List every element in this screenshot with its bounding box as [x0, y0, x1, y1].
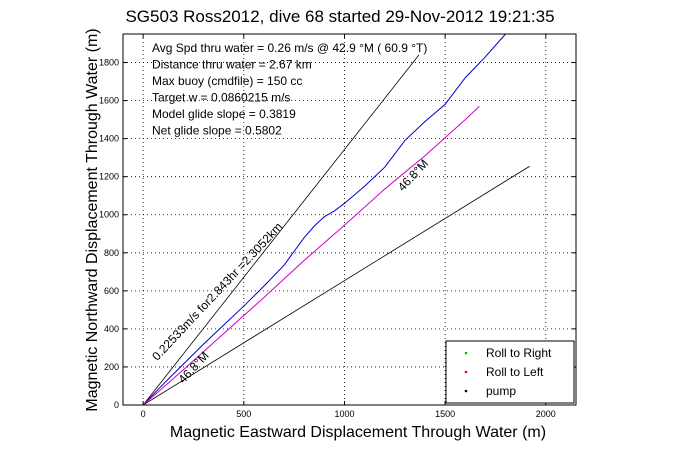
x-tick-label: 1500 [435, 409, 455, 419]
y-tick-label: 1600 [99, 96, 119, 106]
legend-marker [464, 370, 468, 374]
legend-marker [464, 389, 468, 393]
y-tick-label: 1200 [99, 172, 119, 182]
legend-marker [464, 351, 468, 355]
y-axis-label: Magnetic Northward Displacement Through … [84, 28, 101, 411]
legend-label: Roll to Left [486, 365, 544, 379]
series-line-1 [142, 105, 480, 406]
annotations: 0.22533m/s for2.843hr =2.3052km46.8°M46.… [149, 157, 431, 387]
x-tick-label: 1000 [334, 409, 354, 419]
info-line: Net glide slope = 0.5802 [152, 124, 282, 138]
x-ticks: 0 500 1000 1500 2000 [141, 34, 556, 419]
reference-line-upper [142, 54, 420, 406]
info-text: Avg Spd thru water = 0.26 m/s @ 42.9 °M … [152, 41, 427, 138]
x-tick-label: 500 [236, 409, 251, 419]
axes-box [122, 33, 577, 406]
reference-line-lower [142, 165, 530, 406]
y-ticks: 0 200 400 600 800 1000 1200 1400 1600 1800 [99, 58, 576, 410]
annotation-label: 0.22533m/s for2.843hr =2.3052km [149, 220, 285, 364]
info-line: Max buoy (cmdfile) = 150 cc [152, 74, 302, 88]
reference-lines [142, 54, 530, 406]
info-line: Avg Spd thru water = 0.26 m/s @ 42.9 °M … [152, 41, 427, 55]
y-tick-label: 600 [104, 286, 119, 296]
series-line-0 [142, 33, 506, 406]
x-tick-label: 2000 [536, 409, 556, 419]
annotation-label: 46.8°M [395, 157, 431, 194]
y-tick-label: 0 [114, 400, 119, 410]
y-tick-label: 1000 [99, 210, 119, 220]
y-tick-label: 1800 [99, 58, 119, 68]
y-tick-label: 200 [104, 362, 119, 372]
info-line: Target w = 0.0860215 m/s [152, 91, 290, 105]
x-axis-label: Magnetic Eastward Displacement Through W… [170, 424, 546, 441]
y-tick-label: 400 [104, 324, 119, 334]
y-tick-label: 1400 [99, 134, 119, 144]
legend: Roll to Right Roll to Left pump [445, 340, 575, 404]
legend-label: pump [486, 384, 516, 398]
legend-box [445, 340, 575, 404]
info-line: Model glide slope = 0.3819 [152, 107, 296, 121]
x-tick-label: 0 [141, 409, 146, 419]
chart-title: SG503 Ross2012, dive 68 started 29-Nov-2… [125, 7, 554, 26]
y-tick-label: 800 [104, 248, 119, 258]
series-group [142, 33, 506, 406]
info-line: Distance thru water = 2.67 km [152, 58, 312, 72]
legend-label: Roll to Right [486, 346, 552, 360]
